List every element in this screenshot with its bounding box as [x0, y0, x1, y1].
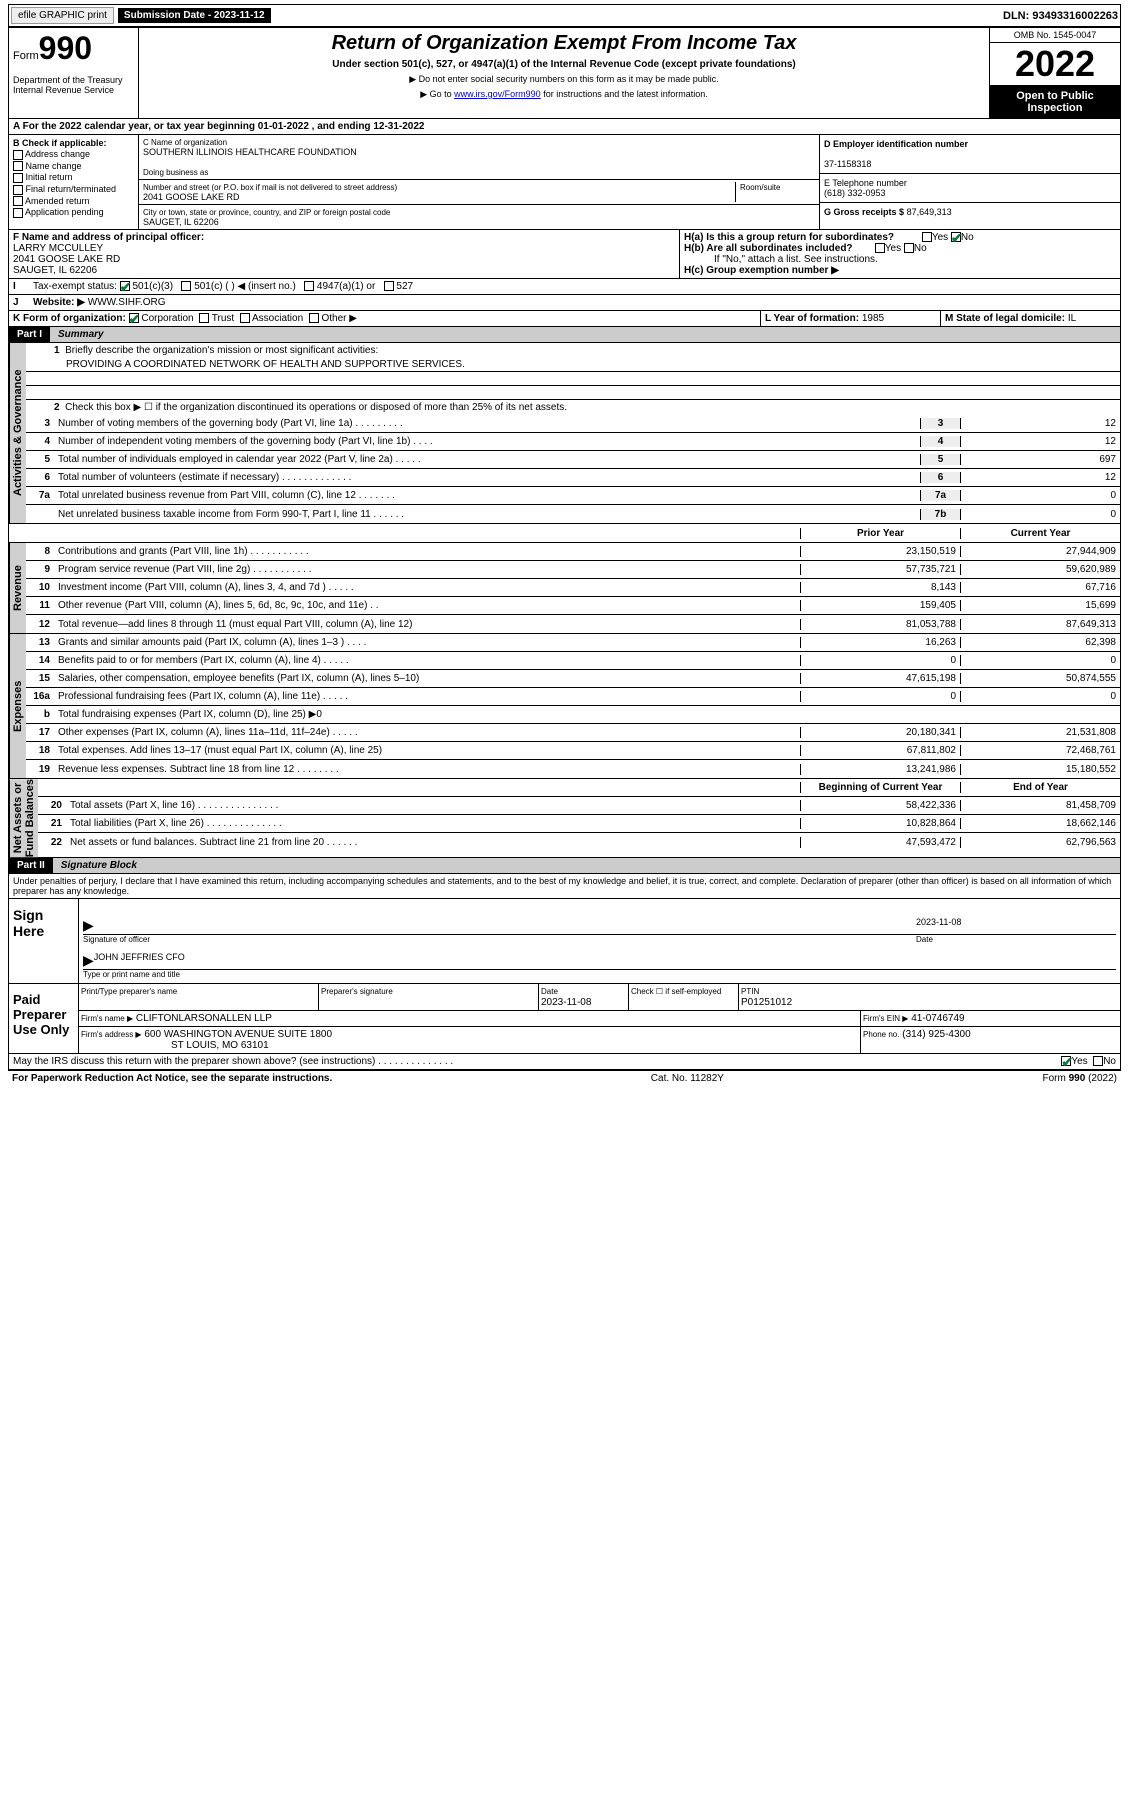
money-row: 15Salaries, other compensation, employee…: [26, 670, 1120, 688]
discuss-no[interactable]: [1093, 1056, 1103, 1066]
form-label: Form: [13, 50, 39, 62]
money-row: 8Contributions and grants (Part VIII, li…: [26, 543, 1120, 561]
expenses-section: Expenses 13Grants and similar amounts pa…: [8, 634, 1121, 779]
row-klm: K Form of organization: Corporation Trus…: [8, 311, 1121, 327]
part2-header: Part II Signature Block: [8, 858, 1121, 874]
gov-row: 4Number of independent voting members of…: [26, 433, 1120, 451]
money-row: bTotal fundraising expenses (Part IX, co…: [26, 706, 1120, 724]
hb-yes[interactable]: [875, 243, 885, 253]
footer: For Paperwork Reduction Act Notice, see …: [8, 1070, 1121, 1086]
gov-row: Net unrelated business taxable income fr…: [26, 505, 1120, 523]
cb-addr: Address change: [13, 149, 134, 160]
col-b: B Check if applicable: Address change Na…: [9, 135, 139, 229]
row-fh: F Name and address of principal officer:…: [8, 230, 1121, 279]
gov-row: 6Total number of volunteers (estimate if…: [26, 469, 1120, 487]
cb-501c3[interactable]: [120, 281, 130, 291]
money-row: 21Total liabilities (Part X, line 26) . …: [38, 815, 1120, 833]
form-header: Form990 Department of the Treasury Inter…: [8, 27, 1121, 119]
money-row: 17Other expenses (Part IX, column (A), l…: [26, 724, 1120, 742]
cb-final: Final return/terminated: [13, 184, 134, 195]
irs-link[interactable]: www.irs.gov/Form990: [454, 89, 541, 99]
revenue-section: Revenue 8Contributions and grants (Part …: [8, 543, 1121, 634]
sign-here: Sign Here: [9, 899, 79, 983]
money-row: 22Net assets or fund balances. Subtract …: [38, 833, 1120, 851]
cb-initial: Initial return: [13, 172, 134, 183]
dept: Department of the Treasury Internal Reve…: [13, 75, 134, 95]
money-row: 18Total expenses. Add lines 13–17 (must …: [26, 742, 1120, 760]
col-c: C Name of organizationSOUTHERN ILLINOIS …: [139, 135, 820, 229]
omb: OMB No. 1545-0047: [990, 28, 1120, 43]
cb-amended: Amended return: [13, 196, 134, 207]
ha-no[interactable]: [951, 232, 961, 242]
signature-block: Under penalties of perjury, I declare th…: [8, 874, 1121, 1070]
netassets-header: Net Assets orFund Balances Beginning of …: [8, 779, 1121, 858]
money-row: 12Total revenue—add lines 8 through 11 (…: [26, 615, 1120, 633]
cb-name: Name change: [13, 161, 134, 172]
ha-yes[interactable]: [922, 232, 932, 242]
inspection: Open to Public Inspection: [990, 86, 1120, 118]
dln: DLN: 93493316002263: [1003, 10, 1118, 22]
paid-preparer: Paid Preparer Use Only: [9, 984, 79, 1053]
row-i: I Tax-exempt status: 501(c)(3) 501(c) ( …: [8, 279, 1121, 295]
top-bar: efile GRAPHIC print Submission Date - 20…: [8, 4, 1121, 27]
note-2: ▶ Go to www.irs.gov/Form990 for instruct…: [143, 89, 985, 100]
cb-pending: Application pending: [13, 207, 134, 218]
discuss-yes[interactable]: [1061, 1056, 1071, 1066]
col-de: D Employer identification number37-11583…: [820, 135, 1120, 229]
vert-expenses: Expenses: [9, 634, 26, 778]
submission-btn[interactable]: Submission Date - 2023-11-12: [118, 8, 271, 23]
money-row: 20Total assets (Part X, line 16) . . . .…: [38, 797, 1120, 815]
money-row: 13Grants and similar amounts paid (Part …: [26, 634, 1120, 652]
col-headers: . Prior Year Current Year: [8, 524, 1121, 543]
money-row: 19Revenue less expenses. Subtract line 1…: [26, 760, 1120, 778]
tax-year: 2022: [990, 43, 1120, 86]
section-a: A For the 2022 calendar year, or tax yea…: [8, 119, 1121, 135]
money-row: 14Benefits paid to or for members (Part …: [26, 652, 1120, 670]
form-number: 990: [39, 30, 92, 66]
form-title: Return of Organization Exempt From Incom…: [143, 32, 985, 55]
money-row: 10Investment income (Part VIII, column (…: [26, 579, 1120, 597]
vert-revenue: Revenue: [9, 543, 26, 633]
form-subtitle: Under section 501(c), 527, or 4947(a)(1)…: [143, 59, 985, 70]
block-bcd: B Check if applicable: Address change Na…: [8, 135, 1121, 230]
efile-btn[interactable]: efile GRAPHIC print: [11, 7, 114, 24]
vert-netassets: Net Assets orFund Balances: [9, 779, 38, 857]
part1-header: Part I Summary: [8, 327, 1121, 343]
hb-no[interactable]: [904, 243, 914, 253]
money-row: 11Other revenue (Part VIII, column (A), …: [26, 597, 1120, 615]
money-row: 16aProfessional fundraising fees (Part I…: [26, 688, 1120, 706]
governance-section: Activities & Governance 1 Briefly descri…: [8, 343, 1121, 524]
vert-governance: Activities & Governance: [9, 343, 26, 523]
gov-row: 3Number of voting members of the governi…: [26, 415, 1120, 433]
note-1: ▶ Do not enter social security numbers o…: [143, 74, 985, 85]
gov-row: 5Total number of individuals employed in…: [26, 451, 1120, 469]
money-row: 9Program service revenue (Part VIII, lin…: [26, 561, 1120, 579]
gov-row: 7aTotal unrelated business revenue from …: [26, 487, 1120, 505]
row-j: J Website: ▶ WWW.SIHF.ORG: [8, 295, 1121, 311]
